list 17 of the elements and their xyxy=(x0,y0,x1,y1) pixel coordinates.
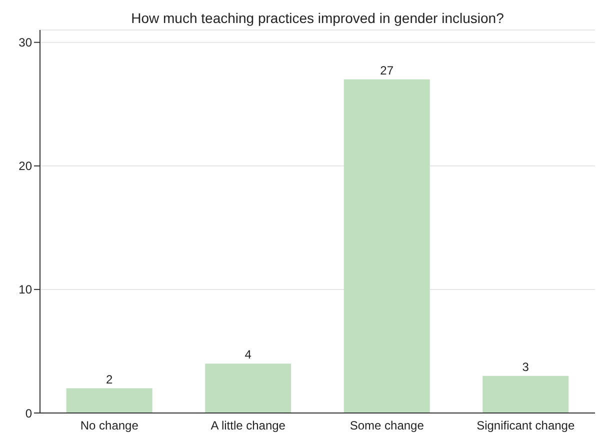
y-tick-label: 0 xyxy=(25,406,32,420)
x-tick-label: Significant change xyxy=(476,418,575,433)
x-tick-label: A little change xyxy=(210,418,286,433)
x-tick-label: Some change xyxy=(350,418,424,433)
data-label: 4 xyxy=(244,348,252,362)
y-tick-label: 30 xyxy=(18,36,32,50)
bar xyxy=(66,388,152,413)
y-tick-label: 10 xyxy=(18,282,32,297)
bar xyxy=(482,376,569,413)
data-label: 3 xyxy=(522,360,530,374)
bar xyxy=(205,364,292,413)
y-tick-label: 20 xyxy=(18,159,32,174)
data-label: 2 xyxy=(106,372,114,386)
data-label: 27 xyxy=(380,63,394,78)
bar xyxy=(344,79,430,413)
x-tick-label: No change xyxy=(80,418,139,433)
chart-title: How much teaching practices improved in gender inclusion? xyxy=(130,10,505,26)
